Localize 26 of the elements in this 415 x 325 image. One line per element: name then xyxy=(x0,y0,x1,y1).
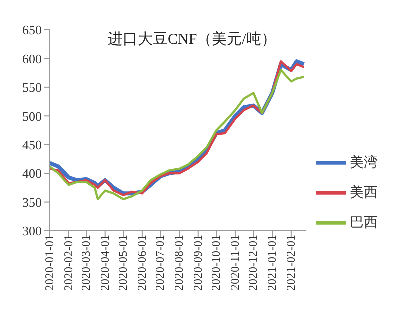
x-tick-label: 2021-02-01 xyxy=(284,235,298,291)
x-tick-label: 2020-05-01 xyxy=(116,235,130,291)
x-tick-label: 2020-12-01 xyxy=(246,235,260,291)
y-tick-label: 350 xyxy=(22,194,42,210)
y-tick-label: 400 xyxy=(22,166,42,182)
x-tick-label: 2020-11-01 xyxy=(228,235,242,291)
y-tick-label: 600 xyxy=(22,51,42,66)
chart-title: 进口大豆CNF（美元/吨） xyxy=(108,30,276,49)
x-tick-label: 2021-01-01 xyxy=(265,235,280,291)
x-tick-label: 2020-01-01 xyxy=(42,235,57,291)
x-tick-label: 2020-08-01 xyxy=(172,235,186,291)
legend-label: 巴西 xyxy=(350,216,378,231)
x-tick-label: 2020-03-01 xyxy=(79,235,94,291)
y-tick-label: 650 xyxy=(22,22,42,38)
x-tick-label: 2020-06-01 xyxy=(134,235,149,291)
x-tick-label: 2020-09-01 xyxy=(190,235,205,291)
y-tick-label: 300 xyxy=(22,224,42,239)
y-tick-label: 550 xyxy=(22,80,42,96)
legend-label: 美湾 xyxy=(350,156,378,171)
x-tick-label: 2020-07-01 xyxy=(153,235,168,291)
x-tick-label: 2020-10-01 xyxy=(209,235,224,291)
y-tick-label: 500 xyxy=(22,108,42,124)
y-tick-label: 450 xyxy=(22,137,42,152)
x-tick-label: 2020-04-01 xyxy=(98,235,112,291)
x-tick-label: 2020-02-01 xyxy=(61,235,76,291)
legend-label: 美西 xyxy=(350,186,378,201)
